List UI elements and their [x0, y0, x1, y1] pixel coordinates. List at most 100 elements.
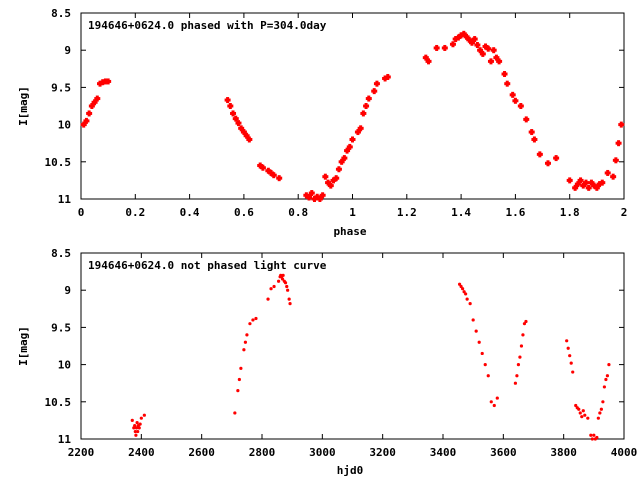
unphased-plot-frame — [80, 252, 625, 440]
data-point — [322, 173, 329, 180]
data-point — [346, 143, 353, 150]
data-point — [333, 175, 340, 182]
data-point — [585, 184, 592, 191]
data-point — [285, 284, 289, 289]
data-point — [464, 292, 468, 296]
data-point — [449, 41, 456, 48]
data-point — [482, 43, 489, 50]
data-point — [133, 424, 137, 428]
unphased-y-tick-label: 8.5 — [51, 247, 71, 260]
unphased-x-tick-label: 3600 — [490, 446, 517, 459]
data-point — [553, 155, 560, 162]
data-point — [224, 97, 231, 104]
data-point — [595, 435, 599, 440]
data-point — [531, 136, 538, 143]
data-point — [471, 318, 475, 322]
data-point — [286, 288, 290, 292]
unphased-x-tick-label: 3800 — [550, 446, 577, 459]
data-point — [544, 160, 551, 167]
phased-y-tick-label: 9.5 — [51, 81, 71, 94]
data-point — [373, 80, 380, 87]
data-point — [281, 273, 285, 277]
data-point — [259, 164, 266, 171]
unphased-x-tick-label: 3000 — [309, 446, 336, 459]
data-point — [130, 418, 134, 422]
unphased-y-tick-label: 11 — [58, 433, 72, 446]
data-point — [604, 169, 611, 176]
data-point — [142, 413, 146, 417]
data-point — [433, 44, 440, 51]
data-point — [354, 129, 361, 136]
data-point — [610, 173, 617, 180]
data-point — [80, 121, 87, 128]
data-point — [479, 50, 486, 57]
phased-x-tick-label: 1 — [349, 206, 356, 219]
data-point — [272, 284, 276, 289]
phased-x-axis-label: phase — [333, 225, 366, 238]
data-point — [618, 121, 625, 128]
data-point — [134, 426, 139, 430]
phased-x-tick-label: 1.2 — [397, 206, 417, 219]
data-point — [239, 366, 243, 370]
data-point — [607, 363, 611, 367]
data-point — [583, 413, 587, 417]
data-point — [266, 297, 270, 301]
data-point — [598, 411, 602, 415]
unphased-y-tick-label: 10.5 — [45, 396, 72, 409]
data-point — [319, 192, 326, 199]
data-point — [566, 177, 573, 184]
data-point — [254, 316, 258, 321]
data-point — [306, 194, 313, 201]
phased-x-tick-label: 1.8 — [560, 206, 580, 219]
data-point — [357, 125, 364, 132]
data-point — [509, 91, 516, 98]
phased-panel: 0 0.2 0.4 0.6 0.8 1 1.2 1.4 1.6 1.8 2 8.5 9 9.5 10 10.5… — [17, 7, 627, 238]
data-point — [588, 179, 595, 186]
phased-x-tick-label: 0.4 — [180, 206, 200, 219]
data-point — [524, 319, 528, 324]
data-point — [487, 58, 494, 65]
data-point — [521, 333, 525, 337]
data-point — [615, 140, 622, 147]
data-point — [582, 179, 589, 186]
data-point — [577, 177, 584, 184]
data-point — [280, 277, 285, 281]
data-point — [589, 433, 593, 437]
unphased-x-tick-label: 4000 — [611, 446, 638, 459]
data-point — [360, 110, 367, 117]
data-point — [425, 58, 432, 65]
data-point — [486, 374, 490, 378]
data-point — [276, 175, 283, 182]
unphased-x-tick-label: 2200 — [68, 446, 95, 459]
data-point — [571, 370, 575, 374]
data-point — [330, 177, 337, 184]
data-point — [523, 116, 530, 123]
phased-y-tick-label: 9 — [64, 44, 71, 57]
phased-x-tick-label: 0.6 — [234, 206, 254, 219]
data-point — [465, 297, 469, 301]
unphased-y-tick-label: 10 — [58, 359, 71, 372]
data-point — [265, 167, 272, 174]
data-point — [471, 36, 478, 43]
data-point — [105, 78, 112, 85]
data-point — [316, 196, 323, 202]
data-point — [133, 429, 137, 434]
data-point — [88, 103, 95, 109]
data-point — [578, 411, 582, 415]
data-point — [287, 297, 291, 301]
data-point — [586, 416, 590, 420]
data-point — [512, 97, 519, 104]
data-point — [572, 184, 579, 191]
data-point — [477, 47, 484, 54]
phased-y-tick-label: 10 — [58, 119, 71, 132]
data-point — [91, 99, 98, 106]
data-point — [477, 340, 481, 344]
data-point — [463, 33, 470, 40]
data-point — [257, 162, 264, 169]
data-point — [236, 389, 240, 393]
data-point — [474, 41, 481, 48]
data-point — [303, 192, 310, 199]
data-point — [235, 120, 242, 127]
data-point — [460, 30, 467, 37]
